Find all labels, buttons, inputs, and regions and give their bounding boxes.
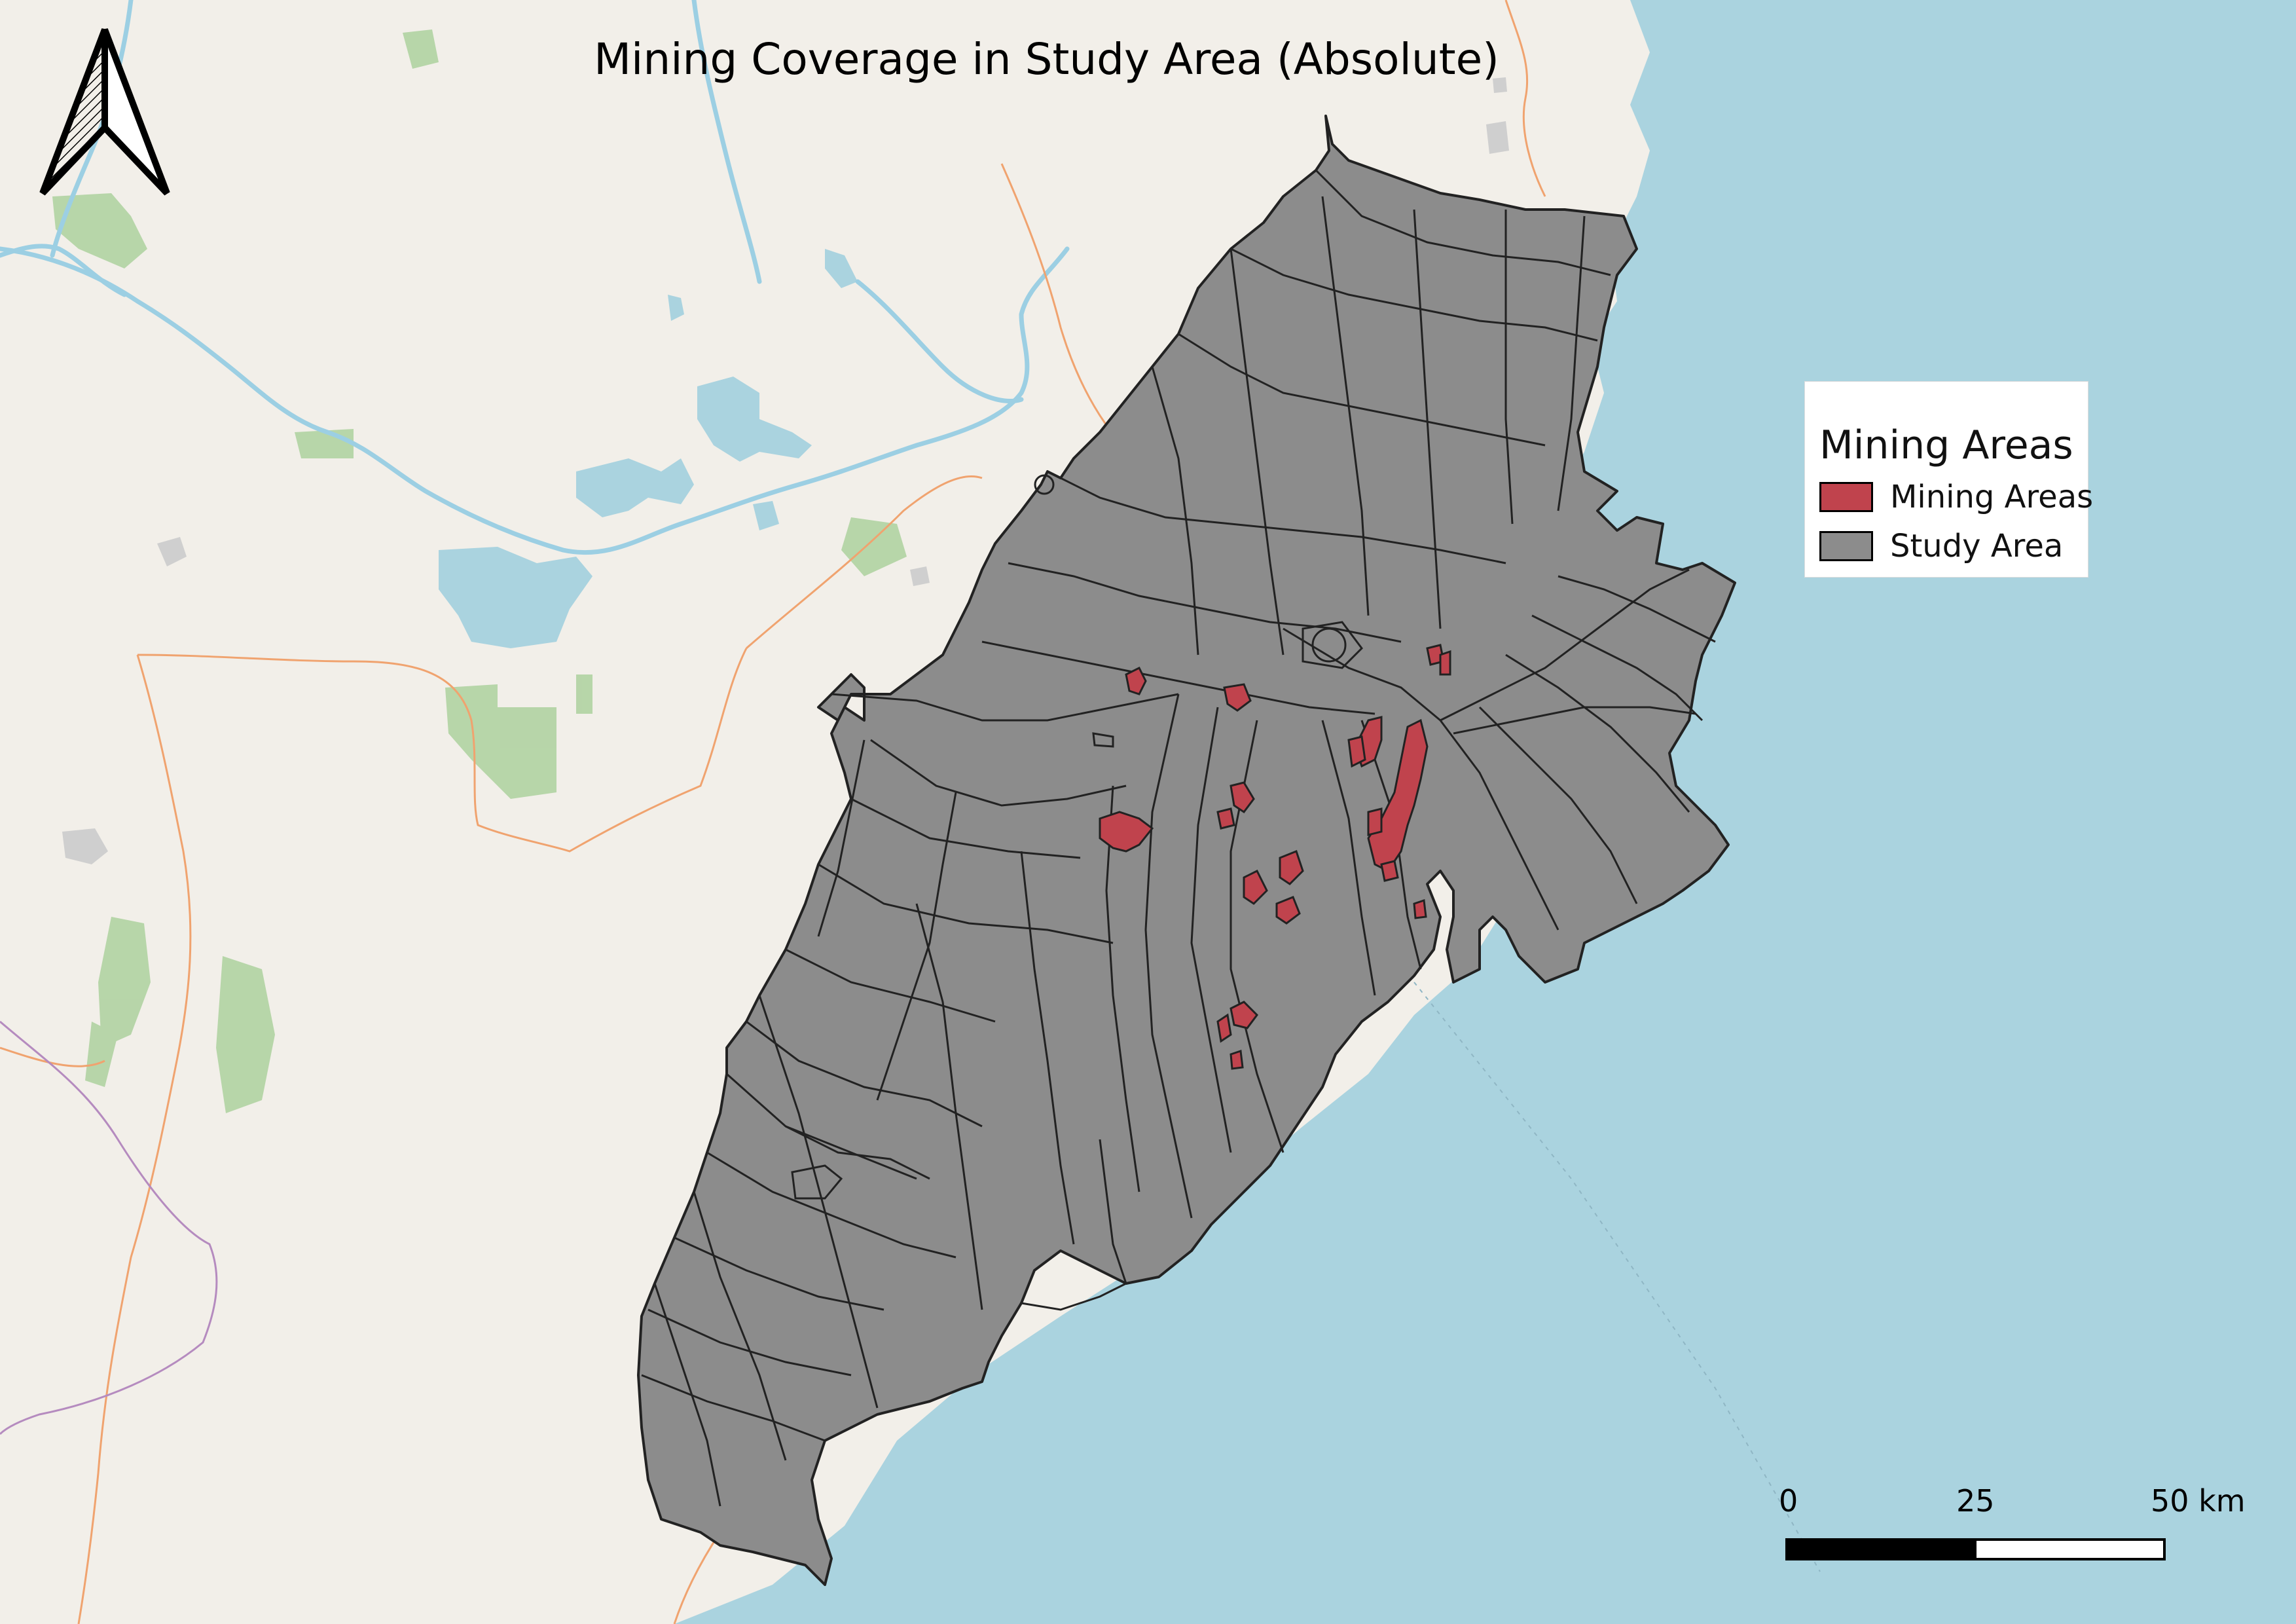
mining-swatch (1819, 482, 1873, 512)
scale-label-0: 0 (1779, 1483, 1798, 1519)
scale-segment-white (1974, 1538, 2166, 1560)
legend-label-study-area: Study Area (1890, 528, 2064, 564)
admin-borders-purple (0, 1020, 218, 1435)
scale-label-25: 25 (1956, 1483, 1995, 1519)
map-legend: Mining Areas Mining Areas Study Area (1805, 382, 2093, 577)
lakes (439, 249, 858, 648)
study-area-swatch (1819, 531, 1873, 561)
study-area-inner-patches (791, 474, 1363, 1200)
scale-segment-black (1785, 1538, 1977, 1560)
rivers (0, 0, 1070, 555)
study-area-boundaries (641, 169, 1716, 1507)
legend-label-mining: Mining Areas (1890, 479, 2094, 515)
maritime-line (1413, 982, 1821, 1572)
legend-title: Mining Areas (1819, 422, 2073, 468)
mining-areas[interactable] (1099, 644, 1451, 1070)
forest-patches (52, 29, 907, 1113)
study-area-polygon[interactable] (637, 115, 1736, 1586)
grey-patches (62, 77, 1509, 864)
map-title: Mining Coverage in Study Area (Absolute) (594, 34, 1499, 84)
scale-label-50: 50 km (2151, 1483, 2246, 1519)
scale-bar: 0 25 50 km (1768, 1483, 2246, 1568)
north-arrow-icon (39, 28, 170, 196)
